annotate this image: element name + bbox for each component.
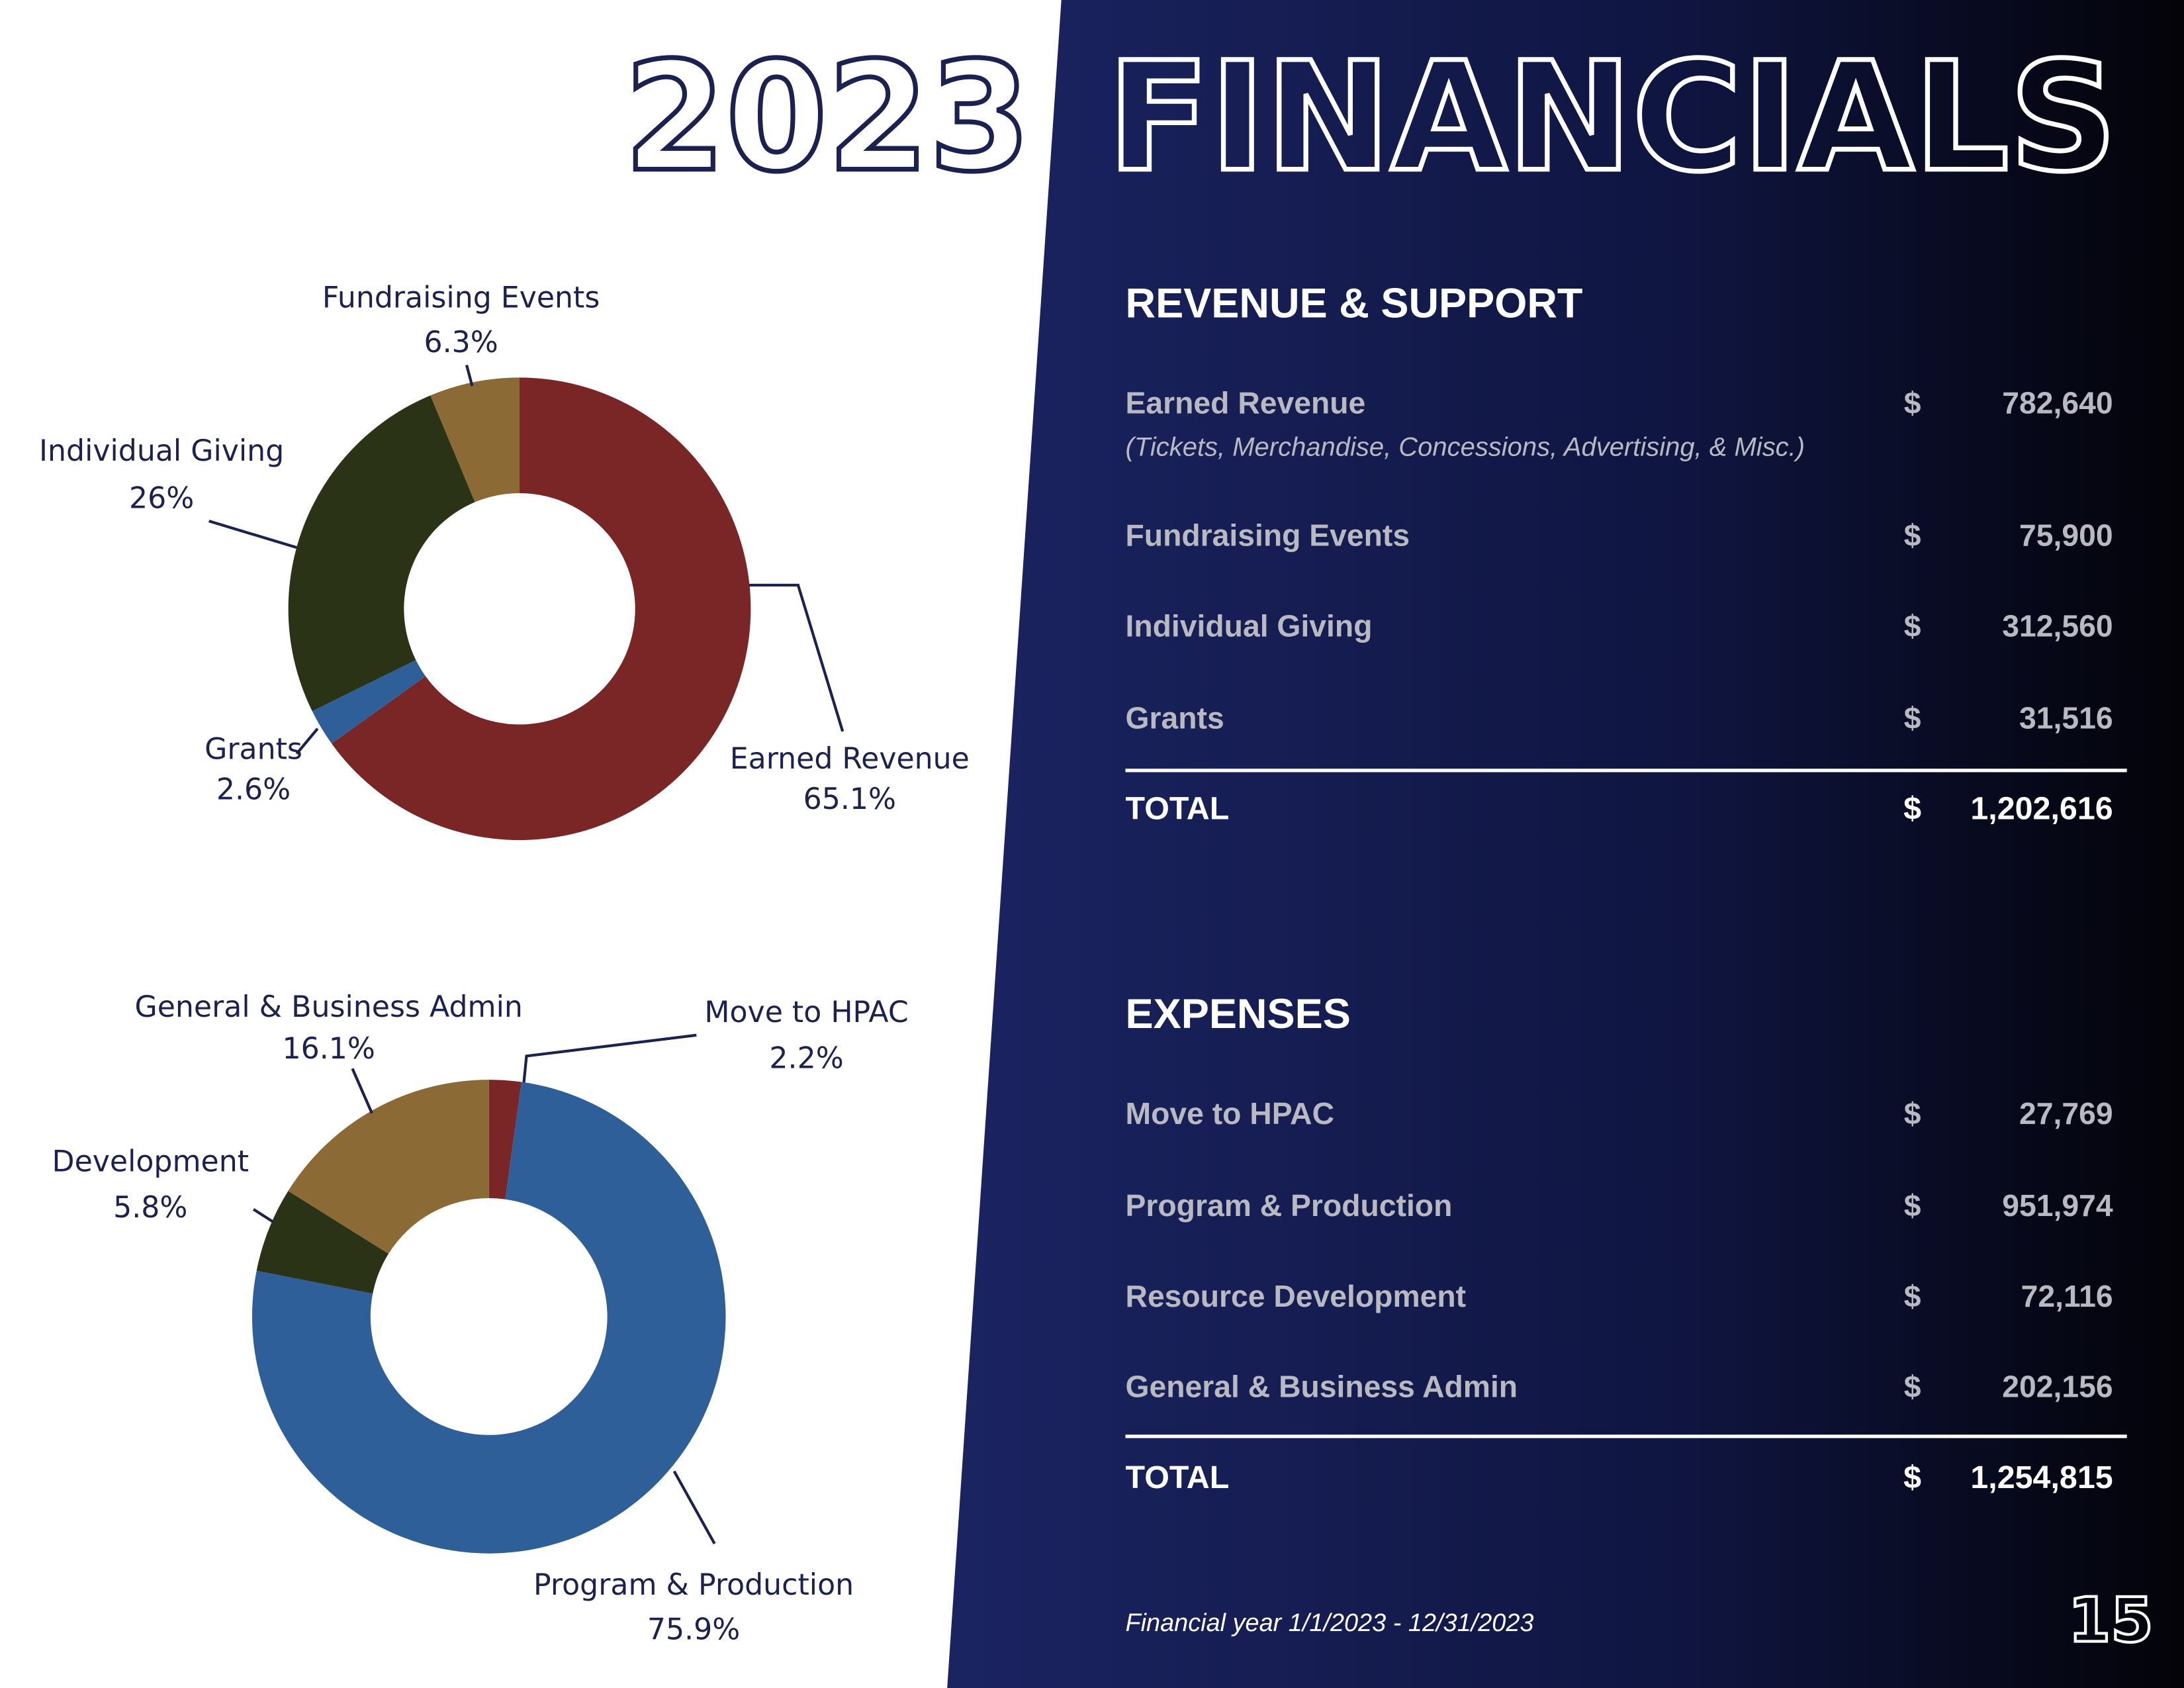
row-label: Program & Production [1126, 1188, 1453, 1223]
slice-value-label: 16.1% [282, 1032, 375, 1066]
row-currency: $ [1904, 518, 1921, 553]
row-amount: 72,116 [2021, 1279, 2113, 1313]
title-year: 2023 [624, 30, 1031, 205]
leader-line [749, 583, 844, 732]
section-heading: EXPENSES [1126, 991, 1351, 1037]
row-amount: 202,156 [2002, 1370, 2113, 1404]
row-label: Individual Giving [1126, 608, 1373, 643]
row-label: Resource Development [1126, 1279, 1467, 1313]
row-currency: $ [1904, 1188, 1921, 1223]
slice-value-label: 26% [129, 482, 194, 516]
total-amount: 1,202,616 [1970, 791, 2113, 827]
slice-value-label: 6.3% [424, 326, 498, 359]
row-currency: $ [1904, 700, 1921, 735]
slice-label: Fundraising Events [322, 281, 600, 315]
donut-slice [288, 395, 475, 712]
section-heading: REVENUE & SUPPORT [1126, 281, 1583, 327]
leader-line [672, 1470, 716, 1544]
slice-label: Earned Revenue [730, 742, 970, 776]
donut-slice [251, 1082, 726, 1554]
slice-value-label: 75.9% [647, 1613, 740, 1647]
row-label: Fundraising Events [1126, 518, 1410, 553]
row-currency: $ [1904, 1096, 1921, 1131]
leader-line [465, 364, 474, 387]
slice-label: Individual Giving [39, 434, 284, 468]
slice-label: General & Business Admin [134, 990, 522, 1024]
donut-slice [288, 1080, 489, 1254]
row-label: General & Business Admin [1126, 1370, 1518, 1404]
row-amount: 312,560 [2002, 608, 2113, 643]
row-currency: $ [1904, 1279, 1921, 1313]
slice-value-label: 2.6% [216, 773, 291, 806]
row-currency: $ [1904, 386, 1921, 420]
total-amount: 1,254,815 [1970, 1460, 2113, 1495]
slice-label: Move to HPAC [704, 996, 908, 1029]
total-label: TOTAL [1126, 1460, 1230, 1495]
total-currency: $ [1903, 1460, 1921, 1495]
slice-value-label: 65.1% [803, 782, 896, 816]
row-note: (Tickets, Merchandise, Concessions, Adve… [1126, 432, 1805, 461]
leader-line [252, 1208, 274, 1223]
donut-slice [488, 1080, 522, 1199]
leader-line [295, 727, 319, 755]
row-label: Grants [1126, 700, 1224, 735]
row-amount: 31,516 [2019, 700, 2113, 735]
slice-label: Grants [205, 732, 302, 766]
row-amount: 27,769 [2019, 1096, 2113, 1131]
row-label: Earned Revenue [1126, 386, 1366, 420]
slice-label: Development [52, 1145, 249, 1178]
donut-slice [256, 1191, 389, 1294]
row-currency: $ [1904, 608, 1921, 643]
slice-value-label: 2.2% [769, 1042, 843, 1076]
leader-line [351, 1068, 373, 1114]
page-number: 15 [2068, 1584, 2154, 1656]
total-currency: $ [1903, 791, 1921, 827]
donut-slice [430, 377, 520, 502]
donut-slice [332, 377, 751, 841]
row-amount: 75,900 [2019, 518, 2113, 553]
leader-line [522, 1033, 697, 1084]
slice-value-label: 5.8% [113, 1191, 187, 1225]
leader-line [208, 520, 297, 549]
donut-slice [312, 660, 426, 744]
row-amount: 951,974 [2002, 1188, 2113, 1223]
row-amount: 782,640 [2002, 386, 2113, 420]
slice-label: Program & Production [533, 1568, 854, 1602]
dark-panel [947, 0, 2184, 1688]
total-label: TOTAL [1126, 791, 1230, 827]
title: FINANCIALS [1107, 30, 2117, 205]
row-label: Move to HPAC [1126, 1096, 1335, 1131]
footer-note: Financial year 1/1/2023 - 12/31/2023 [1126, 1609, 1534, 1637]
row-currency: $ [1904, 1370, 1921, 1404]
